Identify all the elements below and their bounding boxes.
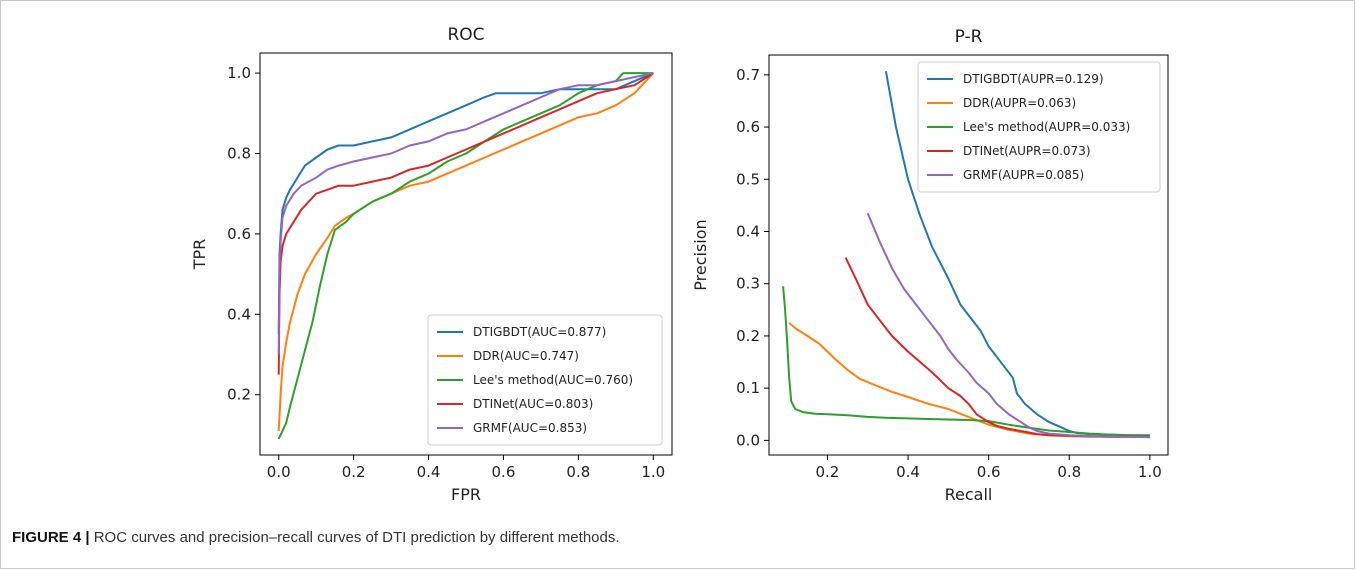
chart-1-legend-label: DTINet(AUC=0.803) (473, 397, 593, 411)
chart-2-x-tick-label: 0.4 (896, 463, 920, 481)
chart-1-y-tick-label: 0.4 (227, 305, 251, 323)
chart-1-legend-label: GRMF(AUC=0.853) (473, 421, 587, 435)
chart-1-y-tick-label: 0.8 (227, 145, 251, 163)
chart-2-y-tick-label: 0.3 (736, 275, 760, 293)
chart-2-y-tick-label: 0.5 (736, 170, 760, 188)
chart-1-series-line-4 (277, 72, 654, 375)
chart-1-x-tick-label: 0.4 (417, 463, 441, 481)
chart-1-title: ROC (447, 25, 484, 45)
chart-1-legend-label: DDR(AUC=0.747) (473, 349, 579, 363)
chart-2-y-tick-label: 0.6 (736, 118, 760, 136)
chart-1-x-tick-label: 0.8 (566, 463, 590, 481)
chart-1-legend-box (427, 314, 663, 446)
chart-2-legend-label: Lee's method(AUPR=0.033) (963, 120, 1130, 134)
figure-caption: FIGURE 4 | ROC curves and precision–reca… (12, 529, 620, 546)
chart-2-title: P-R (955, 27, 983, 47)
chart-2-legend-label: GRMF(AUPR=0.085) (963, 168, 1084, 182)
caption-text: ROC curves and precision–recall curves o… (93, 529, 620, 546)
chart-2-x-axis-label: Recall (945, 485, 993, 504)
chart-1-x-tick-label: 0.0 (267, 463, 291, 481)
chart-1-series-line-3 (277, 72, 654, 440)
chart-2-series-line-5 (866, 212, 1150, 439)
chart-2-y-axis-label: Precision (691, 219, 710, 290)
chart-2-x-tick-label: 0.2 (816, 463, 840, 481)
chart-2-legend-box (917, 61, 1161, 193)
chart-2-panel: 0.2 0.4 0.6 0.8 1.0 0.0 0.1 0.2 0.3 0.4 0.5 0.6 0.7 P… (691, 27, 1169, 504)
chart-2-x-tick-label: 1.0 (1138, 463, 1162, 481)
chart-1-y-tick-label: 1.0 (227, 64, 251, 82)
chart-2-axes-frame (768, 54, 1169, 456)
chart-2-y-tick-label: 0.1 (736, 379, 760, 397)
chart-1-x-tick-label: 0.6 (492, 463, 516, 481)
chart-2-series-line-4 (844, 257, 1150, 438)
caption-label: FIGURE 4 | (12, 529, 90, 546)
chart-2-y-tick-label: 0.2 (736, 327, 760, 345)
chart-2-y-tick-label: 0.0 (736, 431, 760, 449)
chart-2-legend-label: DTIGBDT(AUPR=0.129) (963, 72, 1104, 86)
chart-1-series-line-5 (277, 72, 654, 355)
chart-1-legend-label: Lee's method(AUC=0.760) (473, 373, 633, 387)
figure-charts: 0.0 0.2 0.4 0.6 0.8 1.0 0.2 0.4 0.6 0.8 1.0 ROC FPR T… (190, 25, 1169, 504)
chart-1-panel: 0.0 0.2 0.4 0.6 0.8 1.0 0.2 0.4 0.6 0.8 1.0 ROC FPR T… (190, 25, 673, 504)
chart-1-y-tick-label: 0.2 (227, 386, 251, 404)
chart-2-legend-label: DTINet(AUPR=0.073) (963, 144, 1091, 158)
chart-2-x-tick-label: 0.6 (977, 463, 1001, 481)
chart-1-x-tick-label: 1.0 (641, 463, 665, 481)
chart-1-x-axis-label: FPR (451, 485, 481, 504)
chart-2-y-tick-label: 0.7 (736, 66, 760, 84)
chart-1-axes-frame (259, 52, 673, 456)
chart-1-x-tick-label: 0.2 (342, 463, 366, 481)
chart-1-y-axis-label: TPR (190, 239, 209, 271)
chart-2-x-tick-label: 0.8 (1057, 463, 1081, 481)
chart-1-legend-label: DTIGBDT(AUC=0.877) (473, 325, 606, 339)
chart-1-y-tick-label: 0.6 (227, 225, 251, 243)
chart-2-series-line-3 (782, 286, 1150, 437)
chart-2-legend-label: DDR(AUPR=0.063) (963, 96, 1076, 110)
chart-1-series-line-1 (277, 72, 654, 335)
chart-1-series-line-2 (277, 72, 655, 431)
chart-2-y-tick-label: 0.4 (736, 223, 760, 241)
